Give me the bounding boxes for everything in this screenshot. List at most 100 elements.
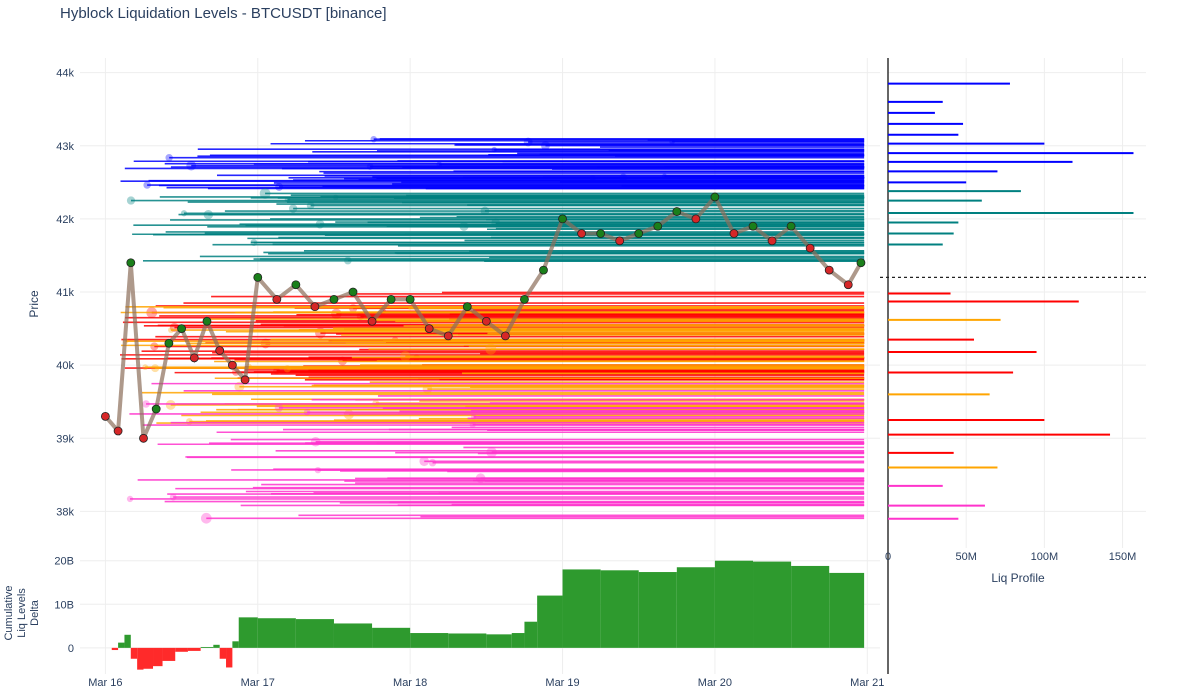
price-point: [729, 229, 739, 238]
price-point: [139, 433, 148, 443]
price-tick-label: 44k: [56, 68, 74, 80]
delta-bar: [537, 595, 563, 648]
liq-level-marker: [310, 436, 321, 447]
delta-bar: [187, 647, 201, 651]
profile-tick-label: 50M: [955, 551, 976, 563]
liq-level-marker: [314, 466, 322, 474]
liq-level-marker: [273, 367, 281, 375]
delta-bar: [600, 570, 639, 648]
liq-level-marker: [259, 188, 271, 199]
delta-bar: [175, 647, 188, 652]
price-point: [520, 294, 529, 304]
price-point: [634, 229, 644, 238]
profile-bars: [888, 82, 1134, 520]
liq-level-marker: [126, 495, 134, 503]
price-series: [100, 192, 866, 443]
price-point: [202, 316, 212, 326]
delta-bar: [111, 647, 119, 651]
price-point: [500, 331, 510, 341]
liq-level-marker: [185, 418, 193, 425]
liq-level-marker: [480, 206, 490, 216]
delta-bar: [137, 647, 144, 670]
price-tick-label: 41k: [56, 287, 74, 299]
price-point: [227, 360, 237, 370]
delta-bar: [219, 647, 227, 659]
liq-level-lines: [120, 135, 865, 524]
liq-level-marker: [203, 209, 214, 220]
delta-tick-label: 20B: [54, 556, 74, 568]
delta-bar: [257, 618, 296, 648]
delta-bar: [410, 633, 449, 648]
liq-level-marker: [428, 458, 437, 467]
price-point: [424, 324, 434, 333]
price-point: [272, 294, 282, 304]
delta-bar: [372, 627, 411, 648]
price-point: [653, 221, 663, 231]
price-point: [189, 353, 199, 363]
price-point: [856, 258, 866, 268]
price-point: [348, 287, 358, 297]
delta-bar: [226, 647, 233, 668]
delta-bar: [232, 641, 239, 648]
x-tick-label: Mar 17: [241, 677, 275, 689]
price-point: [443, 331, 453, 341]
price-point: [462, 302, 472, 312]
chart-title: Hyblock Liquidation Levels - BTCUSDT [bi…: [60, 5, 387, 22]
x-tick-label: Mar 18: [393, 677, 427, 689]
liq-level-marker: [315, 219, 325, 229]
delta-bar: [524, 621, 538, 648]
price-point: [310, 302, 320, 312]
price-point: [786, 221, 796, 231]
price-point: [824, 265, 834, 275]
profile-tick-label: 0: [885, 551, 891, 563]
price-point: [843, 280, 853, 290]
price-point: [691, 214, 701, 224]
price-point: [113, 426, 123, 436]
price-point: [177, 324, 186, 333]
price-point: [805, 243, 815, 253]
price-tick-label: 43k: [56, 141, 74, 153]
price-point: [481, 316, 491, 326]
delta-bar: [238, 617, 258, 648]
profile-axis-label: Liq Profile: [991, 571, 1045, 585]
liq-level-marker: [274, 403, 284, 412]
price-point: [240, 375, 250, 385]
delta-bar: [162, 647, 176, 661]
delta-bar: [295, 619, 334, 648]
price-tick-label: 39k: [56, 433, 74, 445]
price-point: [329, 294, 339, 304]
delta-bar: [333, 623, 373, 648]
price-point: [386, 294, 396, 304]
price-axis-label: Price: [27, 290, 41, 318]
delta-bar: [562, 569, 601, 648]
price-point: [367, 316, 377, 326]
x-tick-label: Mar 21: [850, 677, 884, 689]
delta-series: [111, 560, 865, 670]
liq-level-marker: [165, 153, 173, 162]
delta-bar: [213, 644, 220, 648]
price-point: [596, 229, 606, 238]
profile-tick-label: 100M: [1031, 551, 1059, 563]
liq-level-marker: [523, 137, 533, 147]
price-point: [100, 411, 110, 421]
delta-bar: [153, 647, 163, 667]
liq-level-marker: [356, 312, 365, 321]
liq-level-marker: [275, 183, 284, 191]
price-tick-label: 42k: [56, 214, 74, 226]
price-point: [253, 273, 263, 282]
price-point: [291, 280, 301, 290]
price-point: [215, 346, 225, 355]
delta-bar: [118, 642, 125, 648]
x-tick-label: Mar 19: [545, 677, 579, 689]
price-point: [164, 338, 174, 348]
price-point: [577, 229, 586, 238]
liq-level-marker: [200, 512, 212, 524]
price-point: [615, 236, 625, 246]
liq-level-marker: [303, 408, 311, 416]
delta-bar: [753, 561, 792, 648]
delta-bar: [486, 634, 512, 648]
liq-level-marker: [151, 364, 160, 373]
profile-tick-label: 150M: [1109, 551, 1137, 563]
